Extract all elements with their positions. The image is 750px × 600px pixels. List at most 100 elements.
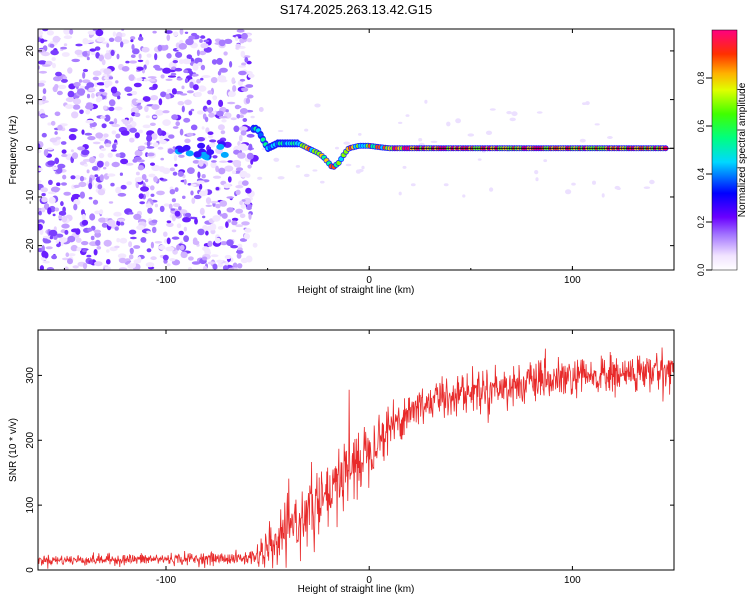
noise-blob [177, 101, 185, 106]
noise-blob [153, 64, 161, 69]
noise-blob [247, 73, 255, 79]
noise-blob [134, 156, 142, 161]
noise-blob [125, 162, 134, 166]
noise-blob [92, 70, 102, 76]
noise-blob [119, 237, 128, 244]
noise-blob [136, 66, 144, 71]
noise-blob [178, 154, 185, 158]
noise-blob [241, 32, 248, 40]
noise-blob [128, 229, 137, 235]
noise-blob [197, 137, 205, 142]
noise-blob [100, 115, 106, 119]
noise-blob [85, 119, 94, 124]
signal-blob [185, 150, 194, 157]
noise-blob [67, 235, 76, 243]
noise-blob [62, 174, 67, 180]
noise-blob [398, 121, 403, 124]
noise-blob [227, 101, 236, 105]
noise-blob [169, 189, 176, 195]
noise-blob [244, 57, 249, 63]
noise-blob [467, 133, 475, 137]
noise-blob [157, 146, 164, 150]
noise-blob [68, 253, 76, 257]
noise-blob [128, 241, 133, 248]
noise-blob [159, 135, 164, 140]
noise-blob [51, 254, 57, 260]
noise-blob [106, 259, 111, 265]
noise-blob [229, 61, 233, 68]
noise-blob [191, 261, 201, 265]
noise-blob [86, 102, 94, 107]
noise-blob [38, 70, 48, 74]
noise-blob [76, 247, 82, 252]
noise-blob [217, 226, 224, 230]
noise-blob [171, 88, 177, 95]
snr-plot-area [38, 330, 674, 570]
noise-blob [192, 73, 199, 77]
noise-blob [226, 196, 234, 199]
noise-blob [231, 229, 237, 233]
noise-blob [97, 188, 106, 196]
noise-blob [489, 187, 494, 192]
noise-blob [42, 95, 47, 101]
noise-blob [200, 35, 206, 39]
noise-blob [96, 95, 103, 102]
noise-blob [58, 215, 62, 220]
noise-blob [185, 38, 194, 46]
noise-blob [57, 84, 67, 90]
noise-blob [176, 244, 181, 251]
noise-blob [129, 247, 134, 255]
y-tick-label: 300 [25, 367, 36, 384]
noise-blob [65, 104, 74, 109]
noise-blob [151, 226, 157, 234]
noise-blob [446, 121, 451, 127]
noise-blob [225, 109, 229, 113]
noise-blob [239, 134, 243, 142]
noise-blob [92, 76, 99, 81]
noise-blob [209, 223, 217, 231]
noise-blob [237, 152, 246, 159]
noise-blob [150, 162, 155, 166]
noise-blob [245, 255, 253, 263]
noise-blob [199, 39, 203, 43]
noise-blob [72, 265, 79, 269]
noise-blob [138, 193, 144, 200]
noise-blob [128, 254, 134, 260]
noise-blob [157, 127, 162, 136]
noise-blob [224, 165, 234, 172]
noise-blob [49, 235, 54, 240]
noise-blob [181, 85, 185, 90]
noise-blob [60, 78, 68, 83]
noise-blob [166, 263, 171, 267]
noise-blob [108, 37, 115, 42]
noise-blob [192, 160, 200, 164]
noise-blob [129, 60, 137, 64]
noise-blob [212, 263, 218, 270]
noise-blob [113, 211, 122, 217]
noise-blob [134, 132, 140, 139]
noise-blob [110, 86, 118, 94]
noise-blob [130, 36, 136, 40]
noise-blob [75, 175, 81, 180]
noise-blob [243, 197, 252, 205]
noise-blob [196, 180, 205, 184]
noise-blob [211, 59, 218, 65]
noise-blob [174, 210, 181, 217]
noise-blob [335, 146, 339, 150]
noise-blob [145, 190, 150, 198]
noise-blob [241, 221, 250, 226]
noise-blob [216, 110, 224, 117]
noise-blob [41, 245, 45, 253]
signal-blob [199, 151, 208, 158]
noise-blob [46, 30, 55, 36]
noise-blob [227, 90, 236, 98]
noise-blob [203, 46, 212, 53]
noise-blob [70, 149, 74, 153]
noise-blob [193, 194, 202, 200]
noise-blob [47, 207, 52, 215]
noise-blob [216, 57, 223, 65]
noise-blob [144, 105, 149, 113]
noise-blob [121, 66, 130, 72]
noise-blob [134, 149, 143, 157]
noise-blob [190, 190, 194, 196]
